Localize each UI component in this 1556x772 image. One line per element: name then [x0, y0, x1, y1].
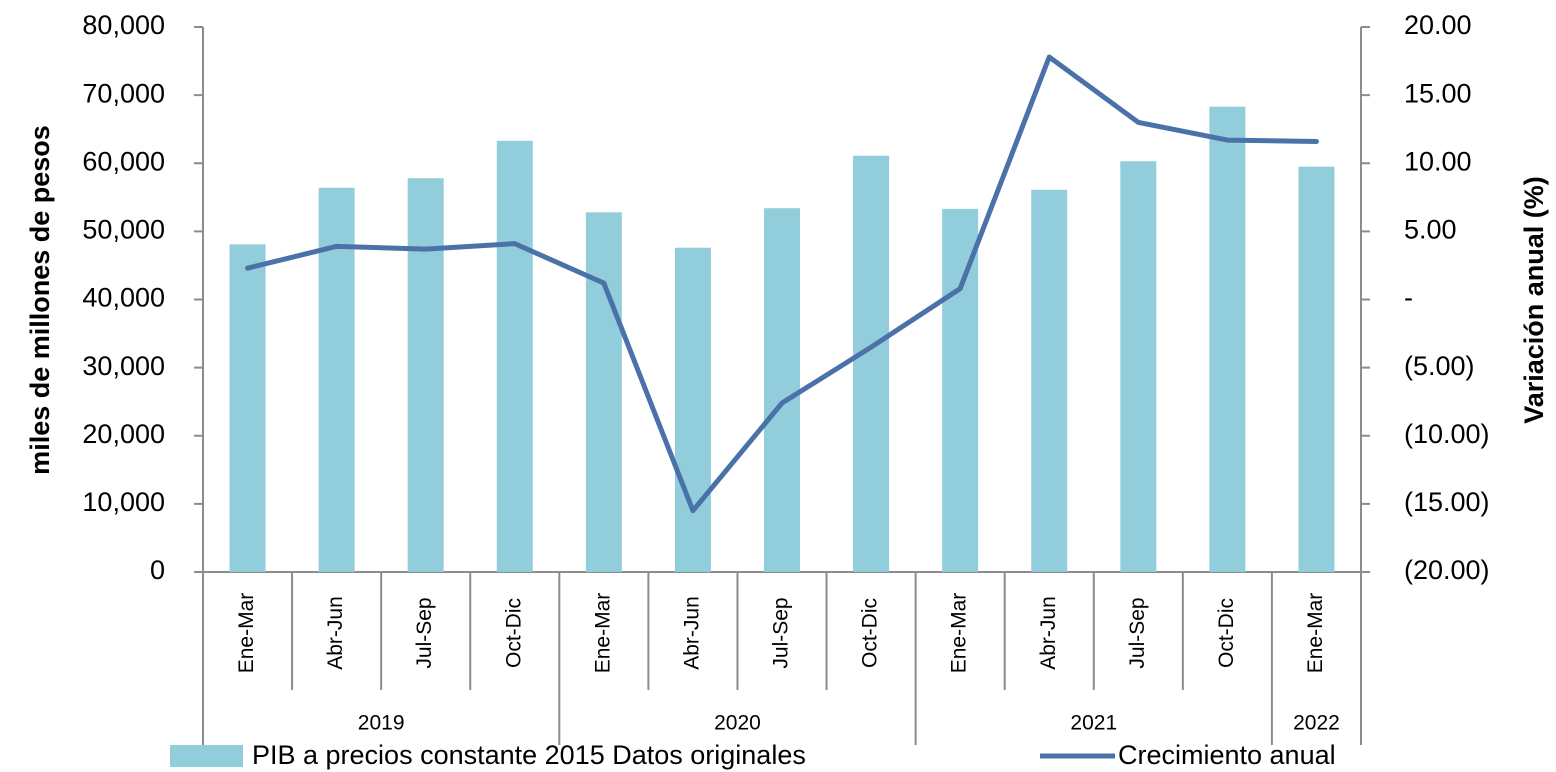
x-tick-label: Oct-Dic	[502, 598, 525, 668]
x-tick-label: Jul-Sep	[770, 597, 793, 668]
bar	[674, 247, 711, 572]
x-tick-label: Ene-Mar	[1304, 593, 1327, 674]
y2-tick-label: 10.00	[1404, 146, 1472, 176]
y-tick-label: 30,000	[82, 351, 165, 381]
y2-tick-label: (20.00)	[1404, 555, 1490, 585]
group-label: 2022	[1293, 712, 1340, 735]
y-tick-label: 80,000	[82, 10, 165, 40]
bar	[942, 208, 979, 573]
x-tick-label: Ene-Mar	[591, 593, 614, 674]
legend-label: Crecimiento anual	[1118, 740, 1336, 770]
x-tick-label: Oct-Dic	[859, 598, 882, 668]
x-tick-label: Ene-Mar	[948, 593, 971, 674]
x-tick-label: Jul-Sep	[413, 597, 436, 668]
y-tick-label: 40,000	[82, 283, 165, 313]
bar	[585, 212, 622, 573]
bar	[496, 140, 533, 573]
group-label: 2019	[358, 712, 405, 735]
x-tick-label: Ene-Mar	[235, 593, 258, 674]
bar	[1298, 166, 1335, 572]
y-tick-label: 70,000	[82, 78, 165, 108]
y2-tick-label: -	[1404, 283, 1413, 313]
bar	[1031, 189, 1068, 572]
group-label: 2021	[1070, 712, 1117, 735]
y-tick-label: 20,000	[82, 419, 165, 449]
y-tick-label: 10,000	[82, 487, 165, 517]
x-tick-label: Abr-Jun	[324, 596, 347, 670]
y-tick-label: 0	[150, 555, 165, 585]
y2-tick-label: 20.00	[1404, 10, 1472, 40]
bar	[764, 208, 800, 572]
bar	[853, 155, 890, 572]
y2-tick-label: (15.00)	[1404, 487, 1490, 517]
y-tick-label: 50,000	[82, 215, 165, 245]
x-tick-label: Abr-Jun	[1037, 596, 1060, 670]
y2-tick-label: 15.00	[1404, 78, 1472, 108]
x-tick-label: Jul-Sep	[1126, 597, 1149, 668]
legend-swatch	[170, 745, 243, 767]
y-axis-title: miles de millones de pesos	[25, 125, 55, 475]
legend-label: PIB a precios constante 2015 Datos origi…	[252, 740, 806, 770]
bar	[229, 244, 266, 572]
x-tick-label: Abr-Jun	[680, 596, 703, 670]
bar	[407, 178, 444, 573]
y2-tick-label: (5.00)	[1404, 351, 1475, 381]
y-tick-label: 60,000	[82, 146, 165, 176]
y2-axis-title: Variación anual (%)	[1519, 176, 1549, 424]
y2-tick-label: (10.00)	[1404, 419, 1490, 449]
line	[245, 54, 1319, 514]
bar	[1120, 161, 1157, 573]
group-label: 2020	[714, 712, 761, 735]
bar	[1209, 106, 1246, 573]
y2-tick-label: 5.00	[1404, 215, 1457, 245]
x-tick-label: Oct-Dic	[1215, 598, 1238, 668]
